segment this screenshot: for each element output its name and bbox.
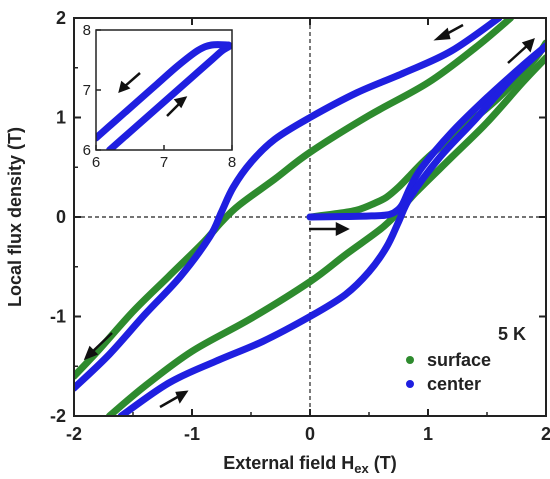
y-tick-label: 2: [56, 8, 66, 28]
inset-y-tick-label: 6: [83, 142, 91, 159]
series-center-up: [117, 42, 546, 416]
legend: surface center: [406, 350, 491, 394]
x-tick-label: -1: [184, 424, 200, 444]
ticks-layer: -2 -1 0 1 2 -2 -1 0 1 2: [50, 8, 550, 444]
series-surface-virgin: [306, 39, 546, 221]
x-axis-title: External field Hex (T): [223, 453, 397, 476]
inset-series-center-up: [106, 43, 232, 150]
inset-ticks-layer: 6 7 8 6 7 8: [83, 22, 237, 171]
arrow-lower-left: [83, 332, 113, 361]
temperature-label: 5 K: [498, 324, 526, 344]
series-layer: [74, 18, 546, 416]
arrow-upper-right: [433, 23, 464, 41]
y-tick-label: 1: [56, 108, 66, 128]
legend-label-surface: surface: [427, 350, 491, 370]
y-tick-label: -2: [50, 406, 66, 426]
y-tick-label: -1: [50, 307, 66, 327]
x-tick-label: 0: [305, 424, 315, 444]
inset-series-center-down: [96, 41, 232, 142]
series-surface-up: [105, 54, 546, 416]
series-surface-down: [74, 18, 515, 380]
series-center-down: [74, 18, 503, 392]
arrow-inset-down: [118, 72, 141, 94]
inset-y-tick-label: 8: [83, 22, 91, 39]
y-axis-title: Local flux density (T): [5, 127, 25, 307]
inset-x-tick-label: 6: [92, 154, 100, 171]
arrow-bottom: [159, 390, 189, 409]
arrow-inset-up: [166, 96, 188, 117]
legend-marker-center: [406, 380, 414, 388]
inset-background: [96, 30, 232, 150]
series-center-virgin: [306, 42, 546, 221]
arrow-right-branch: [507, 38, 535, 64]
x-tick-label: -2: [66, 424, 82, 444]
legend-marker-surface: [406, 356, 414, 364]
inset-y-tick-label: 7: [83, 82, 91, 99]
legend-label-center: center: [427, 374, 481, 394]
inset-x-tick-label: 8: [228, 154, 236, 171]
y-tick-label: 0: [56, 207, 66, 227]
x-tick-label: 1: [423, 424, 433, 444]
direction-arrows: [83, 23, 535, 409]
inset-x-tick-label: 7: [160, 154, 168, 171]
arrow-virgin: [309, 221, 350, 237]
inset-series-layer: [96, 41, 232, 150]
x-tick-label: 2: [541, 424, 550, 444]
